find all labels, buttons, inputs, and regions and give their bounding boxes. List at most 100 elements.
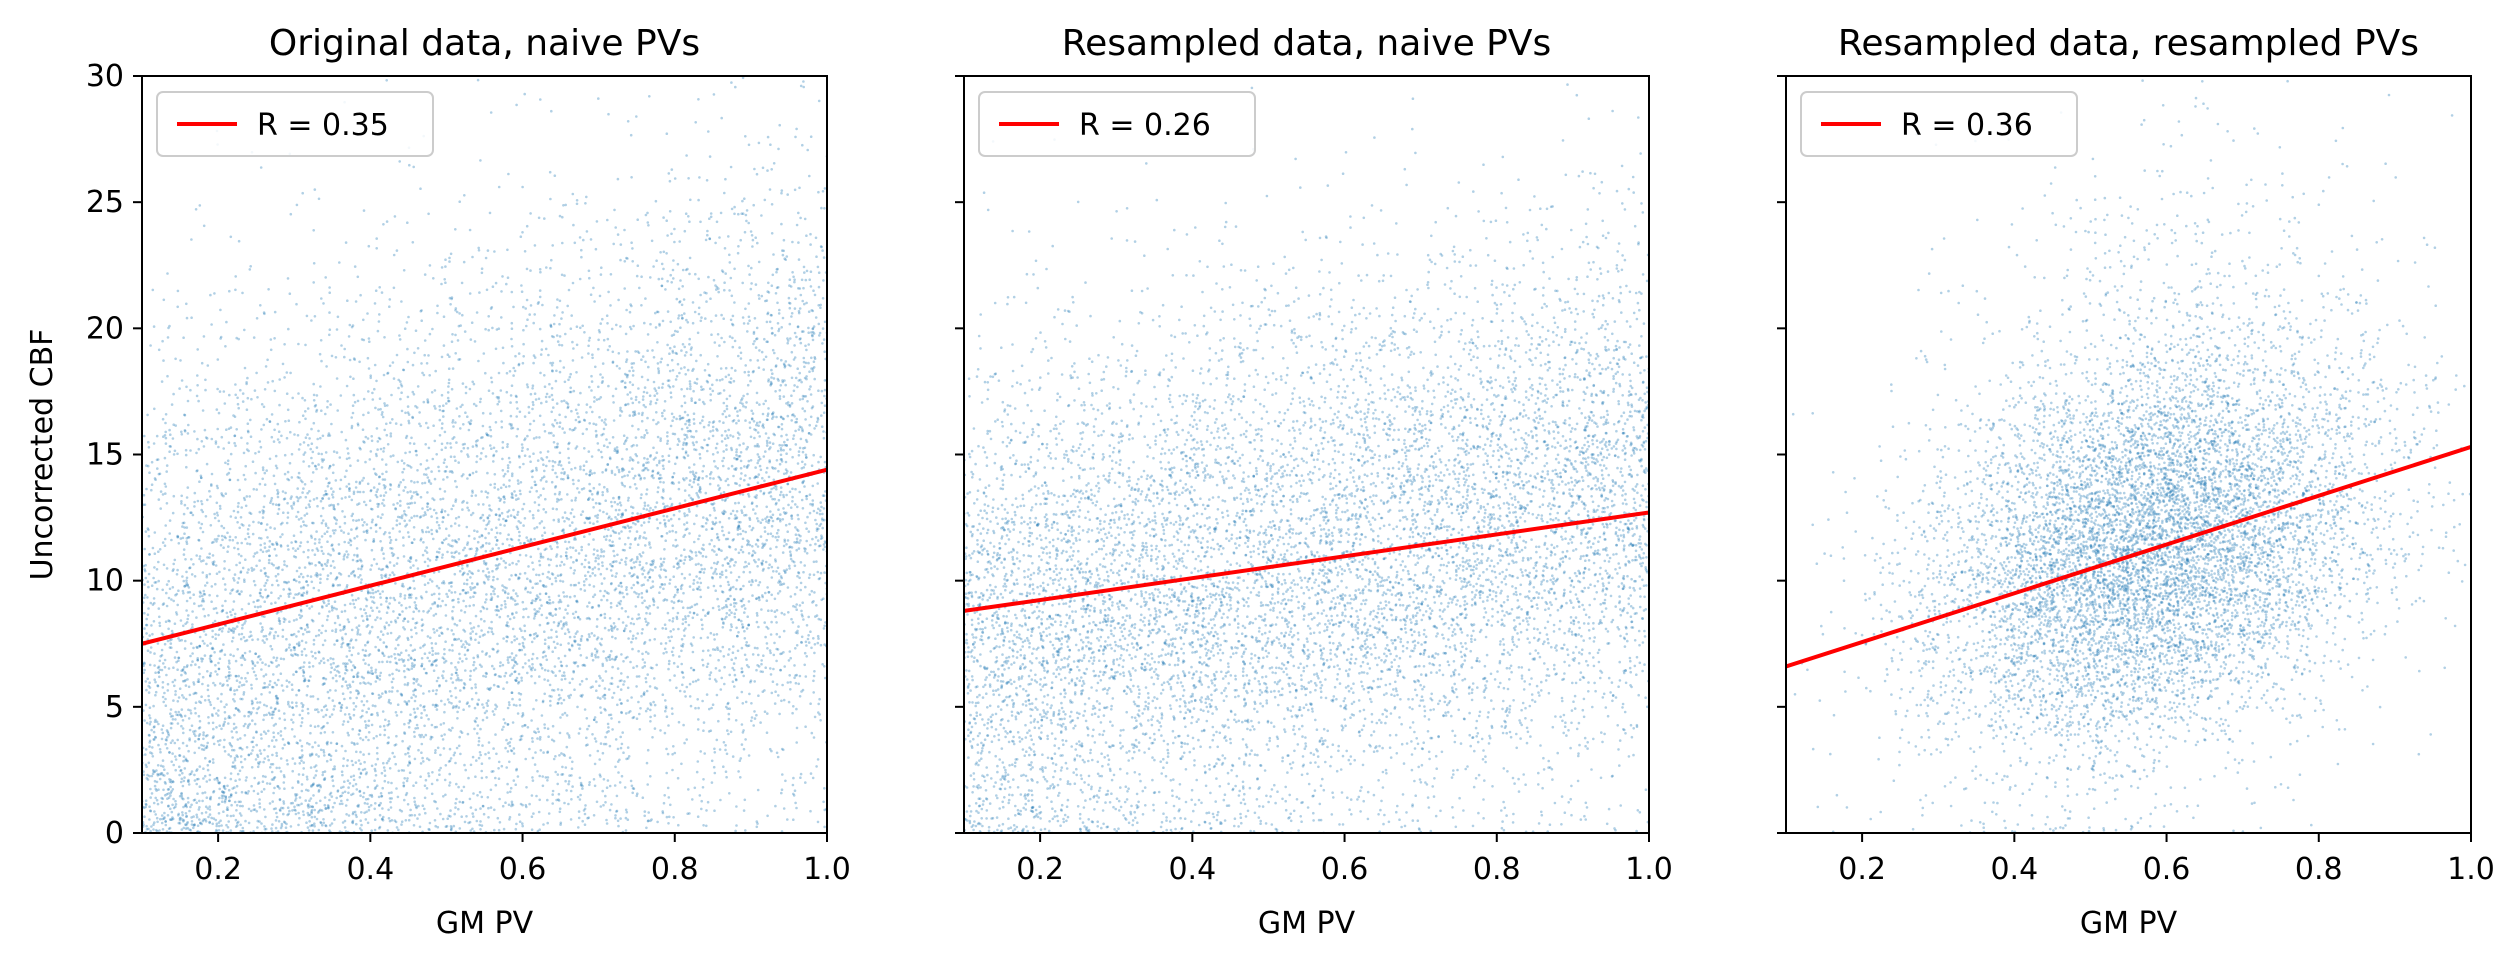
scatter-point [349, 775, 353, 779]
scatter-point [658, 322, 661, 326]
scatter-point [766, 814, 769, 818]
scatter-point [241, 654, 244, 657]
scatter-point [254, 758, 258, 761]
scatter-point [558, 807, 562, 810]
scatter-point [589, 574, 592, 578]
scatter-point [625, 757, 628, 761]
scatter-point [414, 606, 418, 609]
scatter-point [762, 368, 765, 371]
scatter-point [180, 794, 184, 798]
scatter-point [588, 583, 591, 587]
scatter-point [307, 679, 311, 683]
scatter-point [439, 812, 442, 816]
scatter-point [819, 501, 822, 504]
scatter-point [502, 517, 505, 521]
scatter-point [515, 562, 518, 566]
scatter-point [425, 530, 428, 534]
scatter-point [414, 695, 418, 698]
scatter-point [557, 799, 561, 802]
scatter-point [498, 562, 501, 566]
scatter-point [598, 330, 601, 334]
scatter-point [811, 502, 814, 506]
scatter-point [755, 825, 759, 829]
scatter-point [183, 647, 187, 650]
scatter-point [442, 478, 445, 481]
scatter-point [245, 746, 249, 749]
scatter-point [167, 792, 170, 795]
scatter-point [797, 682, 800, 686]
scatter-point [756, 241, 759, 245]
scatter-point [680, 554, 683, 557]
scatter-point [321, 567, 325, 571]
scatter-point [207, 815, 210, 819]
scatter-point [287, 595, 291, 598]
scatter-point [696, 698, 699, 701]
scatter-point [150, 624, 153, 627]
scatter-point [805, 497, 808, 501]
scatter-point [732, 597, 736, 601]
scatter-point [577, 552, 581, 555]
scatter-point [387, 720, 391, 723]
scatter-point [633, 538, 637, 541]
scatter-point [782, 495, 786, 499]
scatter-point [241, 804, 244, 808]
scatter-point [416, 385, 420, 388]
scatter-point [348, 683, 351, 686]
scatter-point [672, 816, 675, 819]
scatter-point [790, 514, 793, 518]
scatter-point [440, 355, 444, 359]
scatter-point [462, 446, 466, 450]
scatter-point [365, 604, 368, 608]
scatter-point [555, 507, 558, 511]
scatter-point [330, 544, 334, 547]
scatter-point [556, 340, 560, 343]
scatter-point [664, 288, 667, 291]
scatter-point [526, 434, 529, 438]
scatter-point [401, 739, 404, 743]
scatter-point [525, 383, 529, 386]
scatter-point [680, 303, 684, 307]
scatter-point [218, 743, 221, 747]
scatter-point [389, 434, 393, 438]
scatter-point [254, 452, 257, 455]
scatter-point [216, 697, 220, 700]
scatter-point [146, 613, 150, 616]
scatter-point [302, 674, 305, 678]
scatter-point [436, 825, 440, 829]
scatter-point [756, 443, 759, 446]
scatter-point [563, 511, 567, 514]
scatter-point [290, 633, 293, 637]
scatter-point [545, 456, 549, 459]
scatter-point [559, 716, 562, 719]
scatter-point [238, 769, 242, 773]
scatter-point [351, 792, 355, 796]
scatter-point [545, 547, 548, 551]
scatter-point [167, 579, 170, 583]
scatter-point [523, 571, 527, 575]
scatter-point [346, 447, 349, 450]
scatter-point [555, 553, 559, 556]
scatter-point [185, 576, 189, 580]
scatter-point [396, 636, 400, 640]
scatter-point [252, 804, 256, 807]
scatter-point [314, 634, 318, 638]
scatter-point [697, 537, 700, 541]
scatter-point [541, 700, 545, 704]
scatter-point [588, 336, 592, 340]
scatter-point [659, 568, 663, 571]
scatter-point [662, 216, 665, 219]
scatter-point [593, 737, 597, 740]
scatter-point [331, 805, 335, 809]
scatter-point [821, 297, 825, 300]
scatter-point [144, 593, 147, 597]
scatter-point [183, 776, 186, 779]
scatter-point [696, 331, 700, 335]
scatter-point [201, 510, 205, 514]
scatter-point [792, 389, 796, 393]
scatter-point [375, 674, 379, 678]
scatter-point [744, 643, 748, 647]
scatter-point [361, 648, 365, 652]
scatter-point [666, 343, 669, 347]
scatter-point [617, 532, 621, 535]
scatter-point [653, 387, 656, 390]
